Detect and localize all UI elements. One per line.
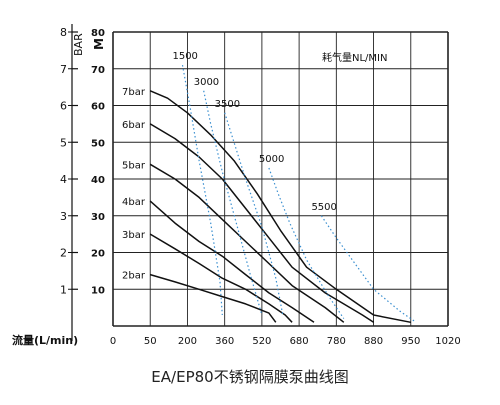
x-tick-label: 200 <box>178 336 197 347</box>
y-tick-label-bar: 2 <box>60 247 67 260</box>
y-tick-label-m: 80 <box>91 28 105 39</box>
series-5bar <box>149 163 345 323</box>
series-6bar <box>149 123 375 323</box>
series-label: 7bar <box>122 87 146 98</box>
y-tick-label-m: 30 <box>91 212 105 223</box>
y-tick-label-bar: 6 <box>60 100 67 113</box>
air-curve-label: 3500 <box>215 99 240 110</box>
y-tick-label-bar: 1 <box>60 283 67 296</box>
series-label: 3bar <box>122 230 146 241</box>
air-consumption-curves <box>181 64 417 323</box>
pressure-series <box>149 90 411 324</box>
series-2bar <box>149 273 277 323</box>
air-curve-label: 5000 <box>259 154 284 165</box>
x-tick-label: 780 <box>327 336 346 347</box>
x-tick-label: 950 <box>401 336 420 347</box>
series-7bar <box>149 90 411 324</box>
y-axis-unit-m: M <box>92 38 106 50</box>
y-tick-label-bar: 3 <box>60 210 67 223</box>
x-tick-label: 0 <box>110 336 116 347</box>
chart-caption: EA/EP80不锈钢隔膜泵曲线图 <box>151 368 349 386</box>
series-label: 6bar <box>122 120 146 131</box>
x-tick-label: 1020 <box>435 336 460 347</box>
x-tick-label: 680 <box>290 336 309 347</box>
series-3bar <box>149 233 293 323</box>
air-consumption-label: 耗气量NL/MIN <box>322 51 387 64</box>
air-curve-5000 <box>268 167 345 319</box>
y-tick-label-m: 40 <box>91 175 105 186</box>
x-axis-label: 流量(L/min) <box>12 333 78 347</box>
air-curve-1500 <box>181 64 223 316</box>
y-tick-label-bar: 8 <box>60 26 67 39</box>
y-axis-unit-bar: BAR <box>72 33 85 56</box>
x-tick-label: 50 <box>144 336 157 347</box>
air-curve-label: 5500 <box>311 202 336 213</box>
x-tick-label: 520 <box>252 336 271 347</box>
air-curve-3000 <box>203 90 263 316</box>
y-tick-label-bar: 7 <box>60 63 67 76</box>
air-curve-5500 <box>320 215 417 323</box>
y-tick-label-m: 10 <box>91 285 105 296</box>
y-tick-label-bar: 5 <box>60 136 67 149</box>
y-tick-label-m: 60 <box>91 102 105 113</box>
y-tick-label-m: 50 <box>91 138 105 149</box>
series-label: 5bar <box>122 160 146 171</box>
grid <box>112 31 449 327</box>
y-tick-label-m: 20 <box>91 249 105 260</box>
y-tick-label-bar: 4 <box>60 173 67 186</box>
axes <box>68 24 78 341</box>
x-tick-label: 360 <box>215 336 234 347</box>
series-4bar <box>149 200 315 323</box>
series-label: 4bar <box>122 197 146 208</box>
air-curve-label: 3000 <box>194 77 219 88</box>
series-label: 2bar <box>122 271 146 282</box>
air-curve-label: 1500 <box>172 51 197 62</box>
y-tick-label-m: 70 <box>91 65 105 76</box>
x-tick-label: 880 <box>364 336 383 347</box>
